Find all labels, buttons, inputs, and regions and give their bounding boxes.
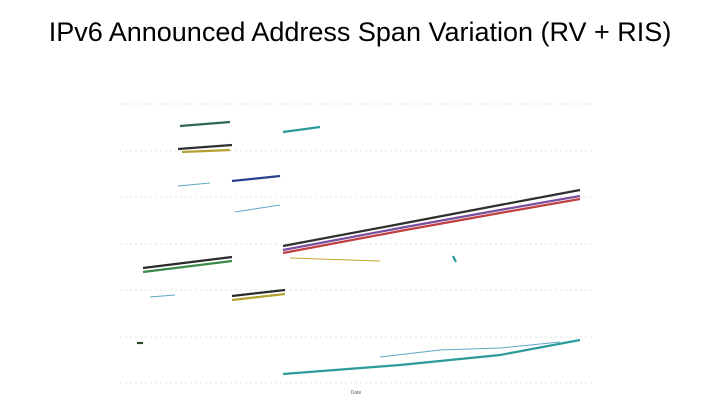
plot-area: [118, 100, 594, 385]
slide-title: IPv6 Announced Address Span Variation (R…: [48, 17, 672, 47]
series-traces: [137, 120, 581, 376]
grid: [120, 103, 592, 384]
x-axis-label: Date: [351, 390, 362, 396]
